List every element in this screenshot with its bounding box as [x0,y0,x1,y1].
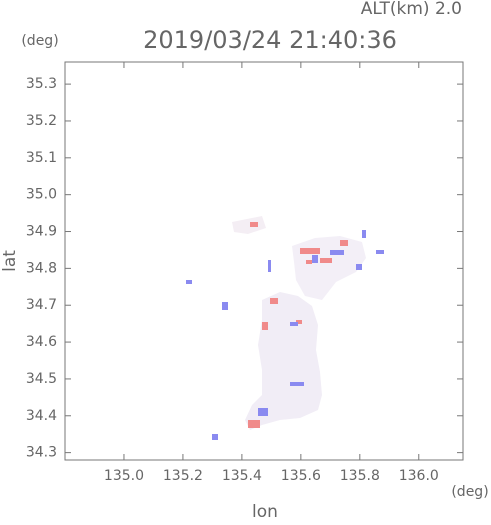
y-tick-label: 34.9 [26,224,57,240]
y-tick-label: 35.3 [26,76,57,92]
y-unit: (deg) [21,33,58,49]
x-tick-label: 136.0 [399,468,439,484]
y-axis-title: lat [0,250,20,272]
y-tick-label: 34.8 [26,260,57,276]
echo-field [186,216,384,440]
plot-frame [64,61,464,461]
altitude-label: ALT(km) 2.0 [361,0,462,19]
x-axis-title: lon [252,502,278,521]
x-tick-label: 135.4 [222,468,262,484]
chart-title: 2019/03/24 21:40:36 [143,26,397,54]
y-tick-label: 34.3 [26,445,57,461]
y-tick-label: 34.6 [26,334,57,350]
y-tick-label: 35.0 [26,187,57,203]
x-tick-label: 135.8 [340,468,380,484]
x-tick-label: 135.2 [163,468,203,484]
y-tick-label: 35.1 [26,150,57,166]
y-tick-label: 35.2 [26,113,57,129]
y-tick-label: 34.4 [26,408,57,424]
x-tick-label: 135.0 [104,468,144,484]
y-tick-label: 34.5 [26,371,57,387]
x-tick-label: 135.6 [281,468,321,484]
x-unit: (deg) [451,484,488,500]
y-tick-label: 34.7 [26,297,57,313]
